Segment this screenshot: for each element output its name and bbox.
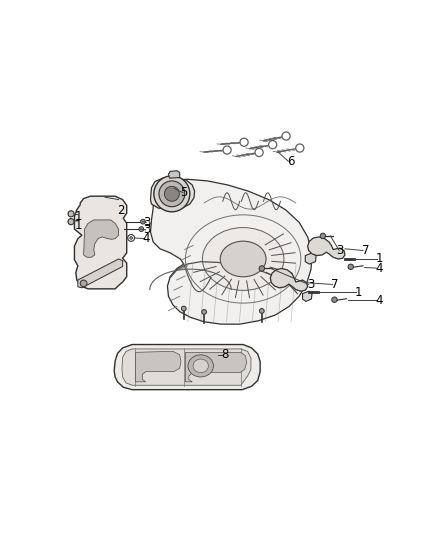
Text: 3: 3 xyxy=(143,223,150,236)
Text: 7: 7 xyxy=(362,244,369,257)
Circle shape xyxy=(128,235,134,241)
Polygon shape xyxy=(169,171,180,178)
Circle shape xyxy=(255,148,263,157)
Circle shape xyxy=(223,146,231,154)
Circle shape xyxy=(139,227,144,231)
Circle shape xyxy=(320,233,325,239)
Text: 3: 3 xyxy=(143,216,150,229)
Circle shape xyxy=(202,310,206,314)
Ellipse shape xyxy=(220,241,266,277)
Circle shape xyxy=(164,187,179,201)
Ellipse shape xyxy=(188,355,213,377)
Circle shape xyxy=(141,219,145,224)
Text: 3: 3 xyxy=(336,244,343,257)
Circle shape xyxy=(296,144,304,152)
Polygon shape xyxy=(185,352,247,382)
Circle shape xyxy=(181,306,186,311)
Text: 1: 1 xyxy=(355,286,362,299)
Circle shape xyxy=(80,280,87,287)
Text: 4: 4 xyxy=(375,262,383,274)
Text: 1: 1 xyxy=(75,219,82,232)
Ellipse shape xyxy=(202,228,284,290)
Circle shape xyxy=(348,264,353,270)
Text: 1: 1 xyxy=(375,253,383,265)
Text: 2: 2 xyxy=(117,204,125,217)
Text: 1: 1 xyxy=(75,210,82,223)
Circle shape xyxy=(259,309,264,313)
Polygon shape xyxy=(151,179,312,324)
Circle shape xyxy=(130,237,132,239)
Circle shape xyxy=(282,132,290,140)
Polygon shape xyxy=(78,259,123,288)
Polygon shape xyxy=(74,196,127,289)
Text: 3: 3 xyxy=(307,278,315,291)
Circle shape xyxy=(68,219,74,225)
Text: 5: 5 xyxy=(180,187,187,199)
Ellipse shape xyxy=(193,359,208,373)
Text: 8: 8 xyxy=(221,348,228,361)
Text: 4: 4 xyxy=(143,232,150,245)
Circle shape xyxy=(240,138,248,147)
Polygon shape xyxy=(303,291,312,302)
Circle shape xyxy=(332,297,337,302)
Polygon shape xyxy=(84,220,119,257)
Polygon shape xyxy=(122,349,251,385)
Text: 7: 7 xyxy=(331,278,339,291)
Text: 4: 4 xyxy=(375,294,383,307)
Polygon shape xyxy=(270,269,307,291)
Polygon shape xyxy=(305,253,316,264)
Polygon shape xyxy=(307,237,345,259)
Circle shape xyxy=(159,181,185,207)
Polygon shape xyxy=(151,177,194,210)
Polygon shape xyxy=(135,351,181,382)
Circle shape xyxy=(68,211,74,217)
Polygon shape xyxy=(114,344,260,390)
Circle shape xyxy=(268,141,277,149)
Circle shape xyxy=(154,176,190,212)
Text: 6: 6 xyxy=(287,155,294,168)
Circle shape xyxy=(259,266,265,271)
